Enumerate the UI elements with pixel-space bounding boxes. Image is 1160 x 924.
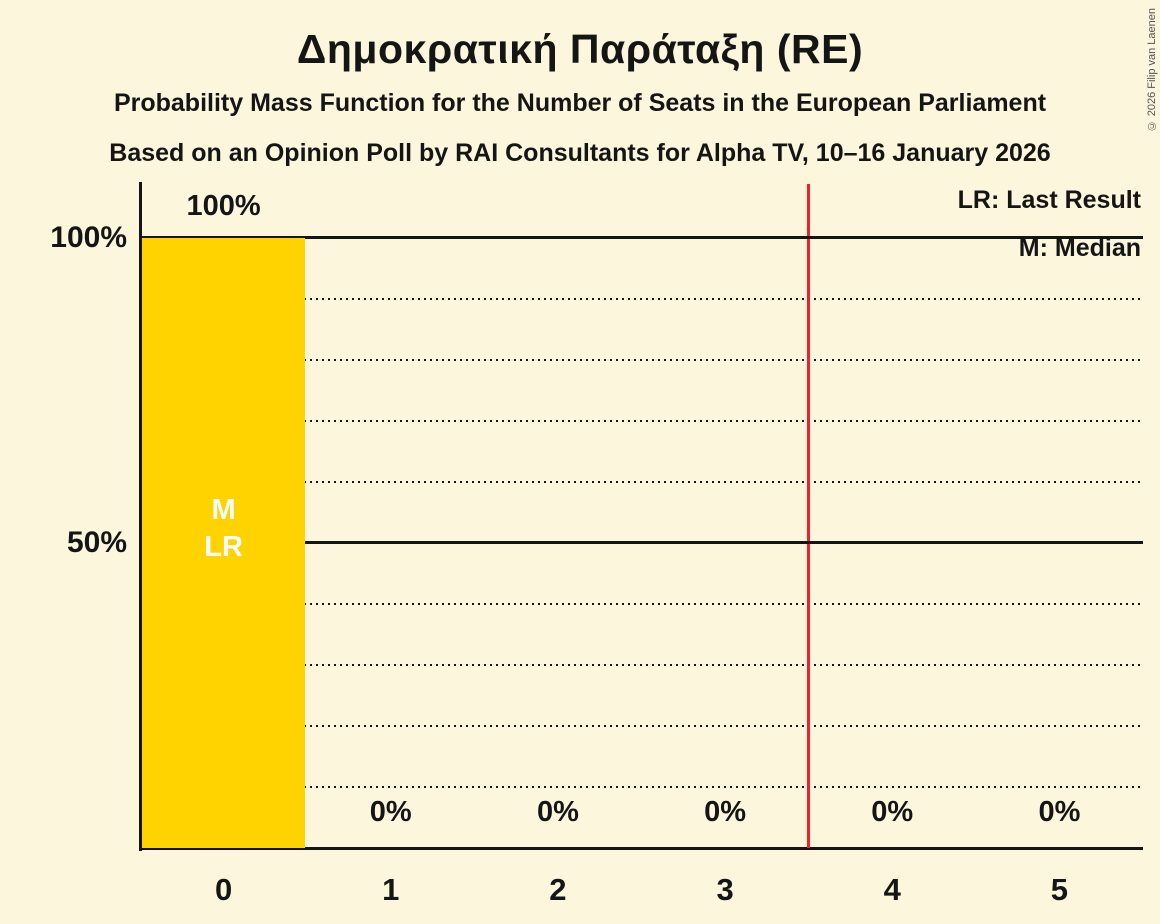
gridline-40pct <box>142 603 1143 605</box>
x-tick-label-5: 5 <box>1050 872 1069 907</box>
gridline-50pct <box>142 541 1143 544</box>
gridline-90pct <box>142 298 1143 300</box>
bar-annotation-median-lastresult: M LR <box>204 492 243 566</box>
value-label-seat-4: 0% <box>871 796 914 828</box>
legend-last-result: LR: Last Result <box>957 186 1141 214</box>
value-label-seat-3: 0% <box>704 796 747 828</box>
y-axis-label-50pct: 50% <box>66 526 127 559</box>
threshold-line <box>807 184 811 848</box>
x-tick-label-2: 2 <box>549 872 567 907</box>
gridline-20pct <box>142 725 1143 727</box>
y-axis-label-100pct: 100% <box>50 221 127 254</box>
x-tick-label-3: 3 <box>716 872 734 907</box>
chart-subtitle-poll-source: Based on an Opinion Poll by RAI Consulta… <box>109 139 1051 167</box>
value-label-seat-0: 100% <box>186 190 261 222</box>
gridline-100pct <box>142 236 1143 239</box>
gridline-70pct <box>142 420 1143 422</box>
annotation-label-lr: LR <box>204 531 243 563</box>
gridline-10pct <box>142 786 1143 788</box>
annotation-label-m: M <box>211 494 236 526</box>
x-axis-line <box>139 847 1143 850</box>
chart-title: Δημοκρατική Παράταξη (RE) <box>296 26 864 72</box>
x-tick-label-0: 0 <box>214 872 233 907</box>
x-tick-label-4: 4 <box>883 872 901 907</box>
gridline-30pct <box>142 664 1143 666</box>
gridline-60pct <box>142 481 1143 483</box>
bar-seat-0[interactable] <box>142 238 306 848</box>
chart-subtitle-pmf: Probability Mass Function for the Number… <box>113 89 1047 117</box>
legend-median: M: Median <box>1018 234 1141 262</box>
gridline-80pct <box>142 359 1143 361</box>
y-axis-line <box>139 182 142 851</box>
value-label-seat-1: 0% <box>369 796 412 828</box>
value-label-seat-2: 0% <box>536 796 579 828</box>
value-label-seat-5: 0% <box>1038 796 1081 828</box>
x-tick-label-1: 1 <box>382 872 400 907</box>
